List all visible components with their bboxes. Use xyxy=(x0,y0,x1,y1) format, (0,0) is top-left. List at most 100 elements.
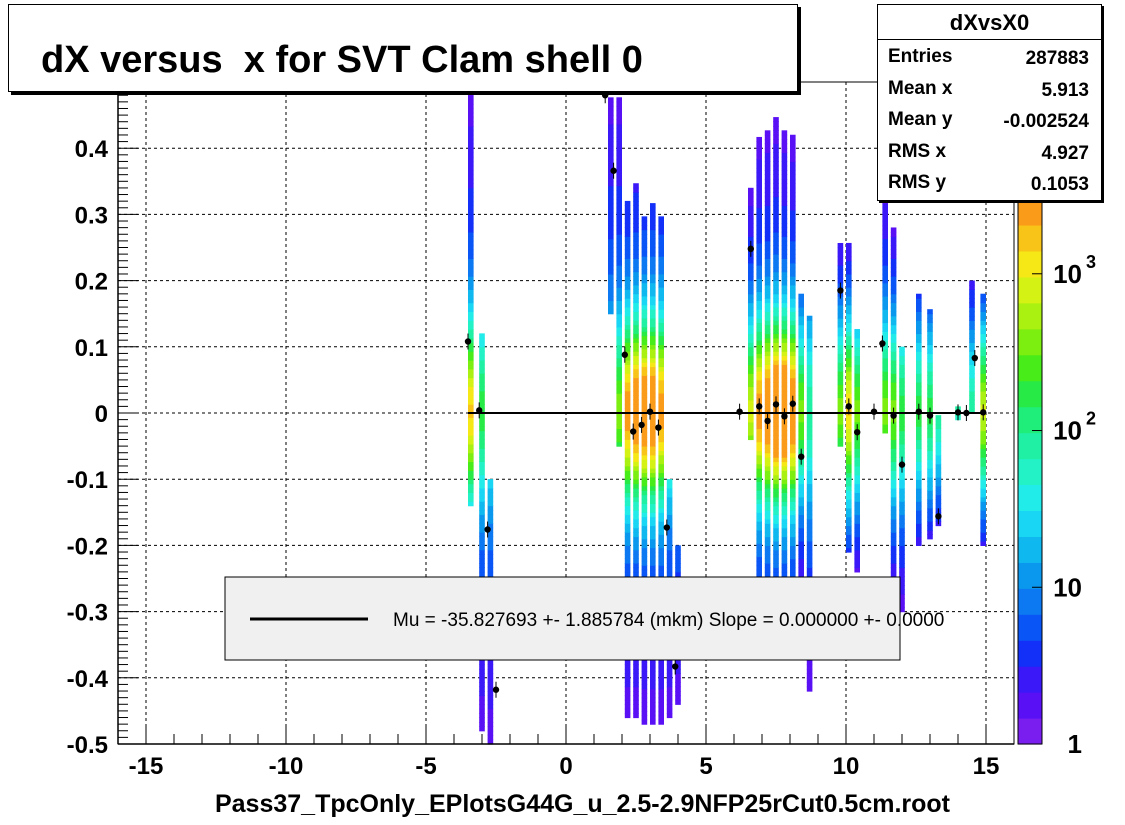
heatmap-cell xyxy=(806,536,813,542)
color-scale-label: 10 xyxy=(1053,259,1082,289)
heatmap-cell xyxy=(616,318,622,324)
heatmap-cell xyxy=(756,322,762,328)
heatmap-cell xyxy=(773,412,779,418)
heatmap-cell xyxy=(658,415,664,421)
heatmap-cell xyxy=(764,223,771,229)
heatmap-cell xyxy=(837,419,844,425)
heatmap-cell xyxy=(781,558,788,564)
heatmap-cell xyxy=(641,551,648,557)
heatmap-cell xyxy=(468,298,474,304)
heatmap-cell xyxy=(798,563,804,569)
heatmap-cell xyxy=(675,554,681,560)
heatmap-cell xyxy=(846,388,852,394)
heatmap-cell xyxy=(756,468,762,474)
heatmap-cell xyxy=(616,388,622,394)
heatmap-cell xyxy=(756,304,762,310)
heatmap-cell xyxy=(927,322,933,328)
heatmap-cell xyxy=(479,417,485,423)
heatmap-cell xyxy=(890,545,897,551)
heatmap-cell xyxy=(608,203,614,209)
heatmap-cell xyxy=(650,211,656,217)
heatmap-cell xyxy=(790,205,796,211)
heatmap-cell xyxy=(650,662,656,668)
heatmap-cell xyxy=(624,289,631,295)
heatmap-cell xyxy=(882,318,888,324)
heatmap-cell xyxy=(773,364,779,370)
heatmap-cell xyxy=(890,289,897,295)
heatmap-cell xyxy=(806,328,813,334)
heatmap-cell xyxy=(479,523,485,529)
heatmap-cell xyxy=(790,174,796,180)
heatmap-cell xyxy=(468,421,474,427)
heatmap-cell xyxy=(641,684,648,690)
heatmap-cell xyxy=(790,315,796,321)
heatmap-cell xyxy=(650,441,656,447)
heatmap-cell xyxy=(641,432,648,438)
heatmap-cell xyxy=(916,333,922,339)
heatmap-cell xyxy=(658,547,664,553)
heatmap-cell xyxy=(616,238,622,244)
heatmap-cell xyxy=(479,355,485,361)
heatmap-cell xyxy=(633,249,639,255)
heatmap-cell xyxy=(806,527,813,533)
heatmap-cell xyxy=(899,558,905,564)
y-tick-label: -0.2 xyxy=(67,533,108,560)
heatmap-cell xyxy=(479,558,485,564)
color-scale-band xyxy=(1018,510,1042,537)
heatmap-cell xyxy=(633,496,639,502)
heatmap-cell xyxy=(882,291,888,297)
heatmap-cell xyxy=(624,311,631,317)
heatmap-cell xyxy=(927,476,933,482)
heatmap-cell xyxy=(650,569,656,575)
heatmap-cell xyxy=(980,465,986,471)
heatmap-cell xyxy=(756,569,762,575)
heatmap-cell xyxy=(916,421,922,427)
heatmap-cell xyxy=(773,227,779,233)
profile-point xyxy=(963,409,970,417)
heatmap-cell xyxy=(890,368,897,374)
heatmap-cell xyxy=(650,684,656,690)
heatmap-cell xyxy=(790,196,796,202)
heatmap-cell xyxy=(764,351,771,357)
heatmap-cell xyxy=(487,479,494,485)
heatmap-cell xyxy=(633,390,639,396)
heatmap-cell xyxy=(624,496,631,502)
heatmap-cell xyxy=(927,357,933,363)
heatmap-cell xyxy=(641,234,648,240)
heatmap-cell xyxy=(756,251,762,257)
heatmap-cell xyxy=(781,382,788,388)
heatmap-cell xyxy=(846,476,852,482)
heatmap-cell xyxy=(624,682,631,688)
heatmap-cell xyxy=(899,487,905,493)
heatmap-cell xyxy=(468,139,474,145)
heatmap-cell xyxy=(806,439,813,445)
heatmap-cell xyxy=(633,293,639,299)
heatmap-cell xyxy=(927,503,933,509)
heatmap-cell xyxy=(899,351,905,357)
axes: -15 -10 -5 0 5 10 15-0.5-0.4-0.3-0.2-0.100.10.… xyxy=(67,81,1015,780)
heatmap-cell xyxy=(633,355,639,361)
heatmap-cell xyxy=(798,421,804,427)
heatmap-cell xyxy=(837,313,844,319)
heatmap-cell xyxy=(980,452,986,458)
heatmap-cell xyxy=(658,556,664,562)
heatmap-cell xyxy=(468,448,474,454)
heatmap-cell xyxy=(837,401,844,407)
heatmap-cell xyxy=(748,223,754,229)
heatmap-cell xyxy=(806,470,813,476)
heatmap-cell xyxy=(633,492,639,498)
heatmap-cell xyxy=(806,558,813,564)
heatmap-cell xyxy=(781,147,788,153)
heatmap-cell xyxy=(479,390,485,396)
heatmap-cell xyxy=(899,474,905,480)
heatmap-cell xyxy=(773,532,779,538)
heatmap-cell xyxy=(624,209,631,215)
heatmap-cell xyxy=(641,282,648,288)
heatmap-cell xyxy=(658,485,664,491)
legend-entry-text: Mu = -35.827693 +- 1.885784 (mkm) Slope … xyxy=(393,610,944,631)
color-scale-band xyxy=(1018,380,1042,408)
heatmap-cell xyxy=(773,505,779,511)
heatmap-cell xyxy=(764,218,771,224)
heatmap-cell xyxy=(468,496,474,502)
heatmap-cell xyxy=(666,682,673,688)
